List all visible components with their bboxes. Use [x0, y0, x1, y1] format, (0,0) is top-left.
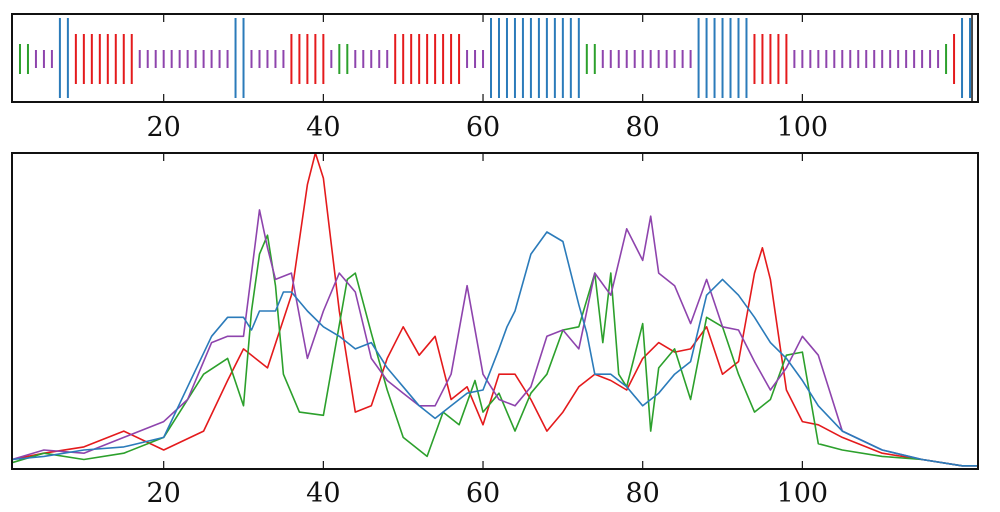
segment-purple: [793, 50, 940, 68]
segment-red: [290, 34, 325, 84]
segment-purple: [34, 50, 53, 68]
segment-purple: [466, 50, 485, 68]
segment-purple: [250, 50, 285, 68]
series-line-1: [11, 152, 978, 467]
line-plot-x-axis: 20 40 60 80 100: [147, 153, 829, 509]
x-tick-label: 40: [306, 112, 340, 143]
x-tick-label: 100: [777, 112, 829, 143]
x-tick-label: 40: [306, 478, 340, 509]
segment-green: [338, 44, 349, 74]
series-line-4: [11, 231, 978, 467]
segment-track: [18, 14, 979, 102]
segment-blue: [490, 18, 580, 98]
series-line-2: [11, 234, 978, 467]
segment-red: [74, 34, 133, 84]
x-tick-label: 80: [626, 112, 660, 143]
line-plot-series: [11, 152, 978, 467]
segment-red: [394, 34, 461, 84]
segment-blue: [234, 18, 245, 98]
segment-track-x-axis: 20 40 60 80 100: [147, 14, 829, 143]
segment-blue: [697, 18, 748, 98]
x-tick-label: 80: [626, 478, 660, 509]
x-tick-label: 20: [147, 478, 181, 509]
segment-red: [753, 34, 788, 84]
segment-purple: [601, 50, 692, 68]
segment-green: [18, 44, 29, 74]
segment-green: [585, 44, 596, 74]
segment-purple: [138, 50, 229, 68]
x-tick-label: 20: [147, 112, 181, 143]
segment-blue: [961, 18, 979, 98]
x-tick-label: 60: [466, 112, 500, 143]
segment-purple: [354, 50, 389, 68]
x-tick-label: 60: [466, 478, 500, 509]
series-line-3: [11, 209, 978, 467]
line-plot-frame: [11, 152, 979, 470]
segment-blue: [58, 18, 69, 98]
segment-track-panel: 20 40 60 80 100: [11, 13, 979, 143]
line-plot-panel: 20 40 60 80 100: [11, 152, 979, 509]
segment-track-frame: [11, 13, 979, 103]
x-tick-label: 100: [777, 478, 829, 509]
